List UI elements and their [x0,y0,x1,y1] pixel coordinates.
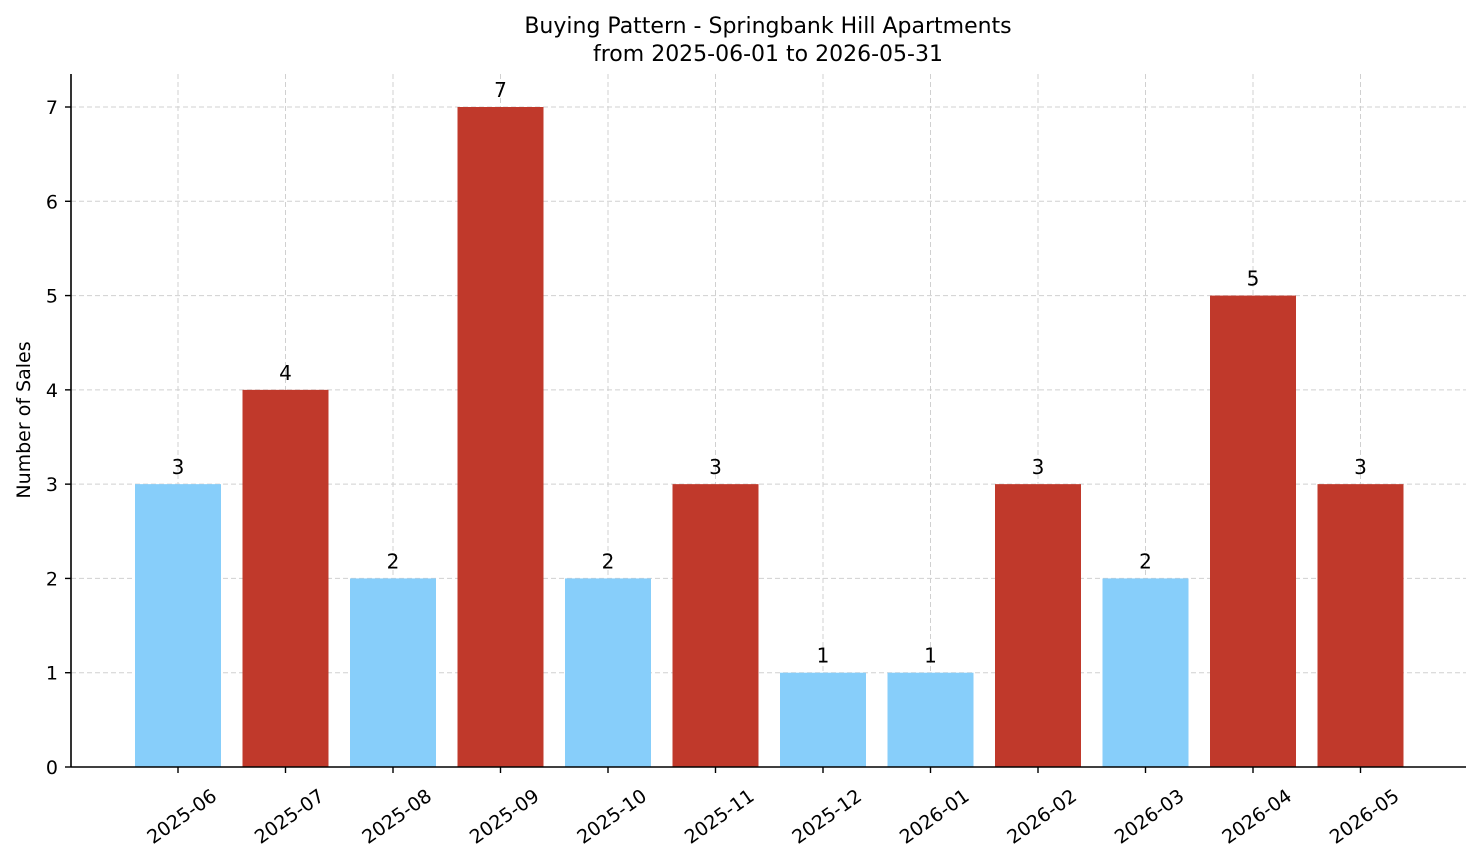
bar-data-label: 3 [172,455,185,479]
bar-data-label: 5 [1247,267,1260,291]
x-tick-label: 2026-02 [1003,785,1081,849]
y-tick-label: 7 [46,97,58,119]
y-tick-label: 3 [46,474,58,496]
bar [242,389,329,767]
bars-layer [135,107,1404,767]
y-tick-label: 4 [46,380,58,402]
bar [135,484,221,767]
y-tick-label: 6 [46,191,58,213]
bar [995,484,1081,767]
y-axis-label: Number of Sales [13,341,35,498]
axes-layer [65,74,1466,773]
x-tick-label: 2026-04 [1218,785,1296,849]
chart-title: Buying Pattern - Springbank Hill Apartme… [524,14,1011,39]
x-tick-label: 2025-11 [681,785,759,849]
x-tick-label: 2026-03 [1111,785,1189,849]
bar-data-label: 2 [387,549,400,573]
bar-data-label: 7 [494,78,507,102]
bar-data-label: 1 [924,644,937,668]
bar [1102,578,1189,767]
bar [565,578,651,767]
bar-data-label: 3 [1354,455,1367,479]
x-tick-label: 2026-01 [896,785,974,849]
bar [1210,295,1296,767]
bar [1317,484,1404,767]
bar-data-label: 3 [709,455,722,479]
y-tick-label: 1 [46,663,58,685]
y-tick-label: 2 [46,568,58,590]
x-tick-label: 2025-12 [788,785,866,849]
x-tick-label: 2025-07 [251,785,329,849]
bar [350,578,436,767]
bar-data-label: 3 [1032,455,1045,479]
bar [780,672,866,767]
bar [672,484,759,767]
y-tick-label: 5 [46,286,58,308]
y-tick-label: 0 [46,757,58,779]
bar [457,107,544,767]
x-tick-label: 2025-10 [573,785,651,849]
bar-data-label: 4 [279,361,292,385]
bar [887,672,974,767]
x-tick-label: 2025-09 [466,785,544,849]
bar-data-label: 2 [602,549,615,573]
bar-data-label: 1 [817,644,830,668]
x-tick-label: 2026-05 [1326,785,1404,849]
chart-subtitle: from 2025-06-01 to 2026-05-31 [593,42,943,67]
x-tick-label: 2025-06 [143,785,221,849]
x-tick-label: 2025-08 [358,785,436,849]
bar-data-label: 2 [1139,549,1152,573]
